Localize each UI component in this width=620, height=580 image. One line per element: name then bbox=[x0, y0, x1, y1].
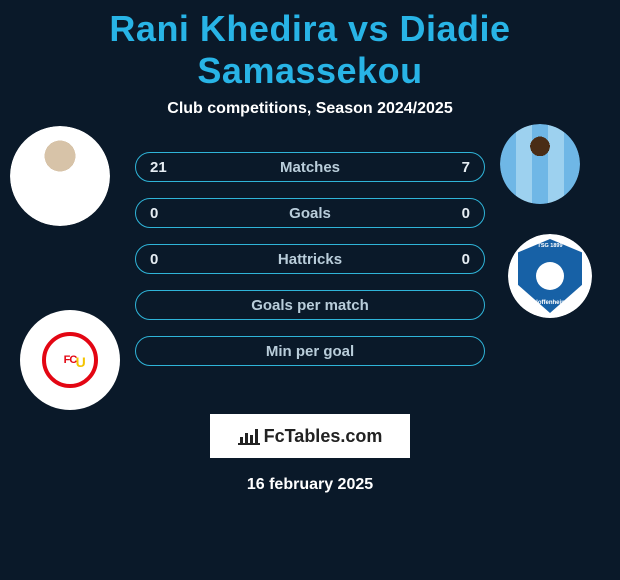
stat-row-goals: 0 Goals 0 bbox=[135, 198, 485, 228]
hoffenheim-badge-bottom-text: Hoffenheim bbox=[518, 300, 582, 306]
stat-row-min-per-goal: Min per goal bbox=[135, 336, 485, 366]
player1-club-badge: FC U bbox=[20, 310, 120, 410]
comparison-card: Rani Khedira vs Diadie Samassekou Club c… bbox=[0, 0, 620, 580]
stat-row-matches: 21 Matches 7 bbox=[135, 152, 485, 182]
player2-photo-placeholder bbox=[500, 124, 580, 204]
union-berlin-icon: FC U bbox=[42, 332, 98, 388]
stat-row-goals-per-match: Goals per match bbox=[135, 290, 485, 320]
brand-box[interactable]: FcTables.com bbox=[210, 414, 410, 458]
stat-row-hattricks: 0 Hattricks 0 bbox=[135, 244, 485, 274]
player2-avatar bbox=[500, 124, 580, 204]
stat-left-value: 21 bbox=[150, 159, 174, 176]
player2-club-badge: TSG 1899 Hoffenheim bbox=[508, 234, 592, 318]
stat-label: Matches bbox=[280, 159, 340, 176]
stat-label: Goals bbox=[289, 205, 331, 222]
hoffenheim-badge-top-text: TSG 1899 bbox=[518, 243, 582, 249]
player1-avatar bbox=[10, 126, 110, 226]
stat-right-value: 0 bbox=[446, 205, 470, 222]
brand-label: FcTables.com bbox=[264, 426, 383, 447]
updated-date: 16 february 2025 bbox=[0, 476, 620, 494]
bar-chart-icon bbox=[238, 427, 260, 445]
stat-right-value: 7 bbox=[446, 159, 470, 176]
hoffenheim-icon: TSG 1899 Hoffenheim bbox=[518, 239, 582, 313]
page-title: Rani Khedira vs Diadie Samassekou bbox=[0, 8, 620, 92]
stat-label: Min per goal bbox=[266, 343, 354, 360]
stat-left-value: 0 bbox=[150, 251, 174, 268]
subtitle: Club competitions, Season 2024/2025 bbox=[0, 100, 620, 118]
stat-label: Hattricks bbox=[278, 251, 342, 268]
stat-right-value: 0 bbox=[446, 251, 470, 268]
player1-photo-placeholder bbox=[10, 126, 110, 226]
stat-left-value: 0 bbox=[150, 205, 174, 222]
stat-label: Goals per match bbox=[251, 297, 369, 314]
